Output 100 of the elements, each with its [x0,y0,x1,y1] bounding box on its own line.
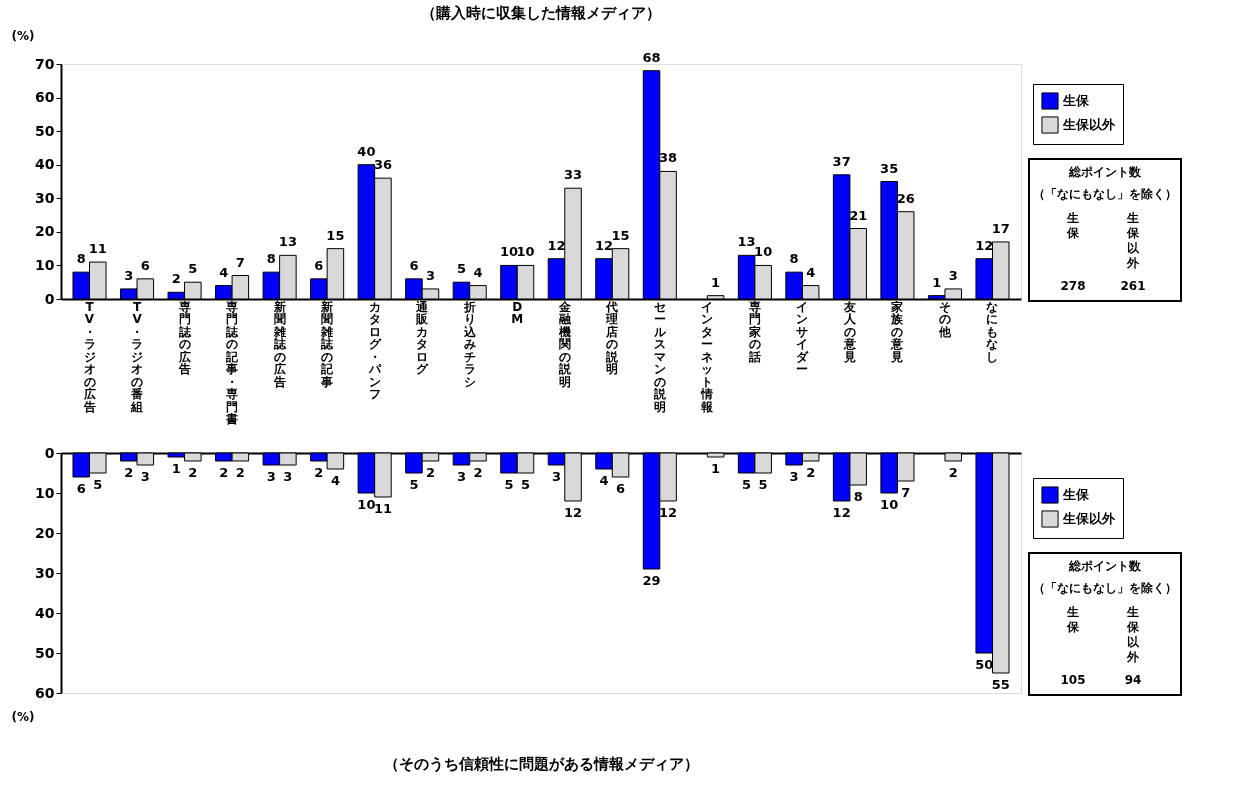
data-label: 1 [932,274,942,290]
chart-title: （購入時に収集した情報メディア） [421,4,661,22]
data-label: 2 [124,465,134,480]
data-label: 3 [266,469,276,484]
data-label: 2 [235,465,245,480]
data-label: 12 [832,505,851,520]
x-tick-label: カタログ・パンフ [367,299,382,401]
data-label: 6 [140,257,150,273]
data-label: 12 [659,505,678,520]
data-label: 3 [456,469,466,484]
y-tick-label: 50 [35,644,55,661]
data-label: 15 [611,227,630,243]
data-label: 68 [642,49,661,65]
y-tick-label: 20 [35,524,55,541]
data-label: 3 [789,469,799,484]
data-label: 4 [806,264,816,280]
text: 278 [1060,279,1086,293]
y-tick-label: 60 [35,684,55,701]
y-tick-label: 40 [35,156,55,173]
y-tick-label: 50 [35,122,55,139]
data-label: 3 [283,469,293,484]
x-tick-label: 友人の意見 [842,299,857,364]
text: （「なにもなし」を除く） [1033,581,1177,595]
x-tick-label: 代理店の説明 [605,299,620,376]
data-label: 2 [473,465,483,480]
x-tick-label: 専門家の話 [747,299,761,364]
text: 総ポイント数 [1068,559,1142,573]
data-label: 10 [754,244,773,260]
text: 生保 [1066,211,1080,240]
y-tick-label: 30 [35,564,55,581]
x-tick-label: 新聞雑誌の広告 [272,299,287,389]
x-tick-label: 通販カタログ [415,299,430,376]
data-label: 3 [140,469,150,484]
data-label: 10 [499,244,519,260]
data-label: 4 [473,264,483,280]
data-label: 4 [219,264,229,280]
data-label: 37 [832,153,851,169]
y-tick-label: 30 [35,189,55,206]
legend-label: 生保 [1062,487,1090,502]
data-label: 5 [456,261,466,277]
data-label: 13 [278,234,297,250]
legend-label: 生保 [1062,93,1090,108]
data-label: 21 [849,207,868,223]
data-label: 55 [991,677,1010,692]
data-label: 12 [594,237,614,253]
data-label: 4 [330,473,340,488]
text: （そのうち信頼性に問題がある情報メディア） [383,755,699,773]
y-tick-label: 40 [35,604,55,621]
legend-label: 生保以外 [1062,511,1116,526]
data-label: 17 [991,220,1010,236]
category-label: TV・ラジオの番組 [131,299,144,414]
data-label: 10 [357,497,376,512]
data-label: 8 [789,251,799,267]
data-label: 13 [737,234,756,250]
data-label: 7 [235,254,245,270]
x-tick-label: DM [511,299,524,326]
text: 105 [1060,673,1086,687]
y-tick-label: 10 [35,256,55,273]
data-label: 35 [880,160,899,176]
data-label: 5 [504,477,514,492]
x-tick-label: 新聞雑誌の記事 [320,299,335,389]
data-label: 1 [711,274,721,290]
data-label: 33 [563,167,583,183]
data-label: 2 [314,465,324,480]
y-tick-label: 20 [35,223,55,240]
y-tick-label: 0 [44,444,55,461]
data-label: 11 [88,241,107,257]
data-label: 2 [948,465,958,480]
text: 生保以外 [1126,605,1140,664]
data-label: 29 [642,573,661,588]
data-label: 2 [806,465,816,480]
data-label: 40 [357,143,376,159]
data-label: 12 [563,505,583,520]
data-label: 4 [599,473,609,488]
data-label: 6 [409,257,419,273]
data-label: 8 [266,251,276,267]
y-tick-label: 60 [35,89,55,106]
data-label: 2 [188,465,198,480]
data-label: 8 [76,251,86,267]
data-label: 5 [188,261,198,277]
data-label: 3 [425,267,435,283]
data-label: 5 [742,477,752,492]
text: 94 [1124,673,1142,687]
data-label: 2 [425,465,435,480]
data-label: 1 [711,461,721,476]
data-label: 6 [76,481,86,496]
text: 261 [1120,279,1146,293]
data-label: 2 [219,465,229,480]
data-label: 5 [93,477,103,492]
data-label: 36 [373,157,392,173]
y-axis-title: (%) [11,709,35,724]
data-label: 6 [314,257,324,273]
x-tick-label: 専門誌の広告 [177,299,192,376]
y-axis-title: (%) [11,28,35,43]
data-label: 12 [975,237,994,253]
data-label: 8 [853,489,863,504]
data-label: 3 [948,267,958,283]
category-label: 専門誌の記事・専門書 [226,299,239,426]
text: 生保以外 [1126,211,1140,270]
data-label: 2 [171,271,181,287]
